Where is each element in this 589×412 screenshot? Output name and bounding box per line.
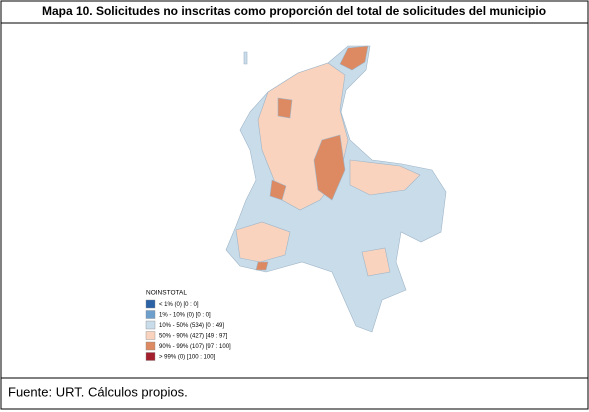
region-orange: [269, 179, 287, 201]
region-orange: [255, 261, 269, 271]
region-orange: [339, 45, 369, 71]
legend-swatch: [145, 299, 156, 309]
map: [225, 45, 447, 333]
region-peach: [349, 159, 421, 196]
region-orange: [277, 97, 293, 119]
legend-swatch: [145, 310, 156, 319]
legend-label: 1% - 10% (0) [0 : 0]: [159, 313, 211, 319]
legend-swatch: [145, 341, 156, 351]
legend-label: 10% - 50% (534) [0 : 49]: [159, 323, 224, 329]
legend: NOINSTOTAL < 1% (0) [0 : 0] 1% - 10% (0) …: [145, 290, 231, 361]
source: Fuente: URT. Cálculos propios.: [8, 384, 188, 399]
legend-label: 50% - 90% (427) [49 : 97]: [159, 334, 228, 340]
legend-label: 90% - 99% (107) [97 : 100]: [159, 344, 231, 350]
legend-label: < 1% (0) [0 : 0]: [159, 302, 199, 308]
title: Mapa 10. Solicitudes no inscritas como p…: [42, 4, 546, 18]
legend-swatch: [145, 352, 156, 361]
region-peach: [235, 221, 291, 263]
legend-title: NOINSTOTAL: [146, 290, 187, 297]
island: [243, 51, 248, 65]
legend-swatch: [145, 320, 156, 330]
region-orange: [313, 134, 346, 201]
region-peach: [361, 247, 391, 277]
legend-label: > 99% (0) [100 : 100]: [159, 355, 216, 361]
legend-swatch: [145, 331, 156, 340]
